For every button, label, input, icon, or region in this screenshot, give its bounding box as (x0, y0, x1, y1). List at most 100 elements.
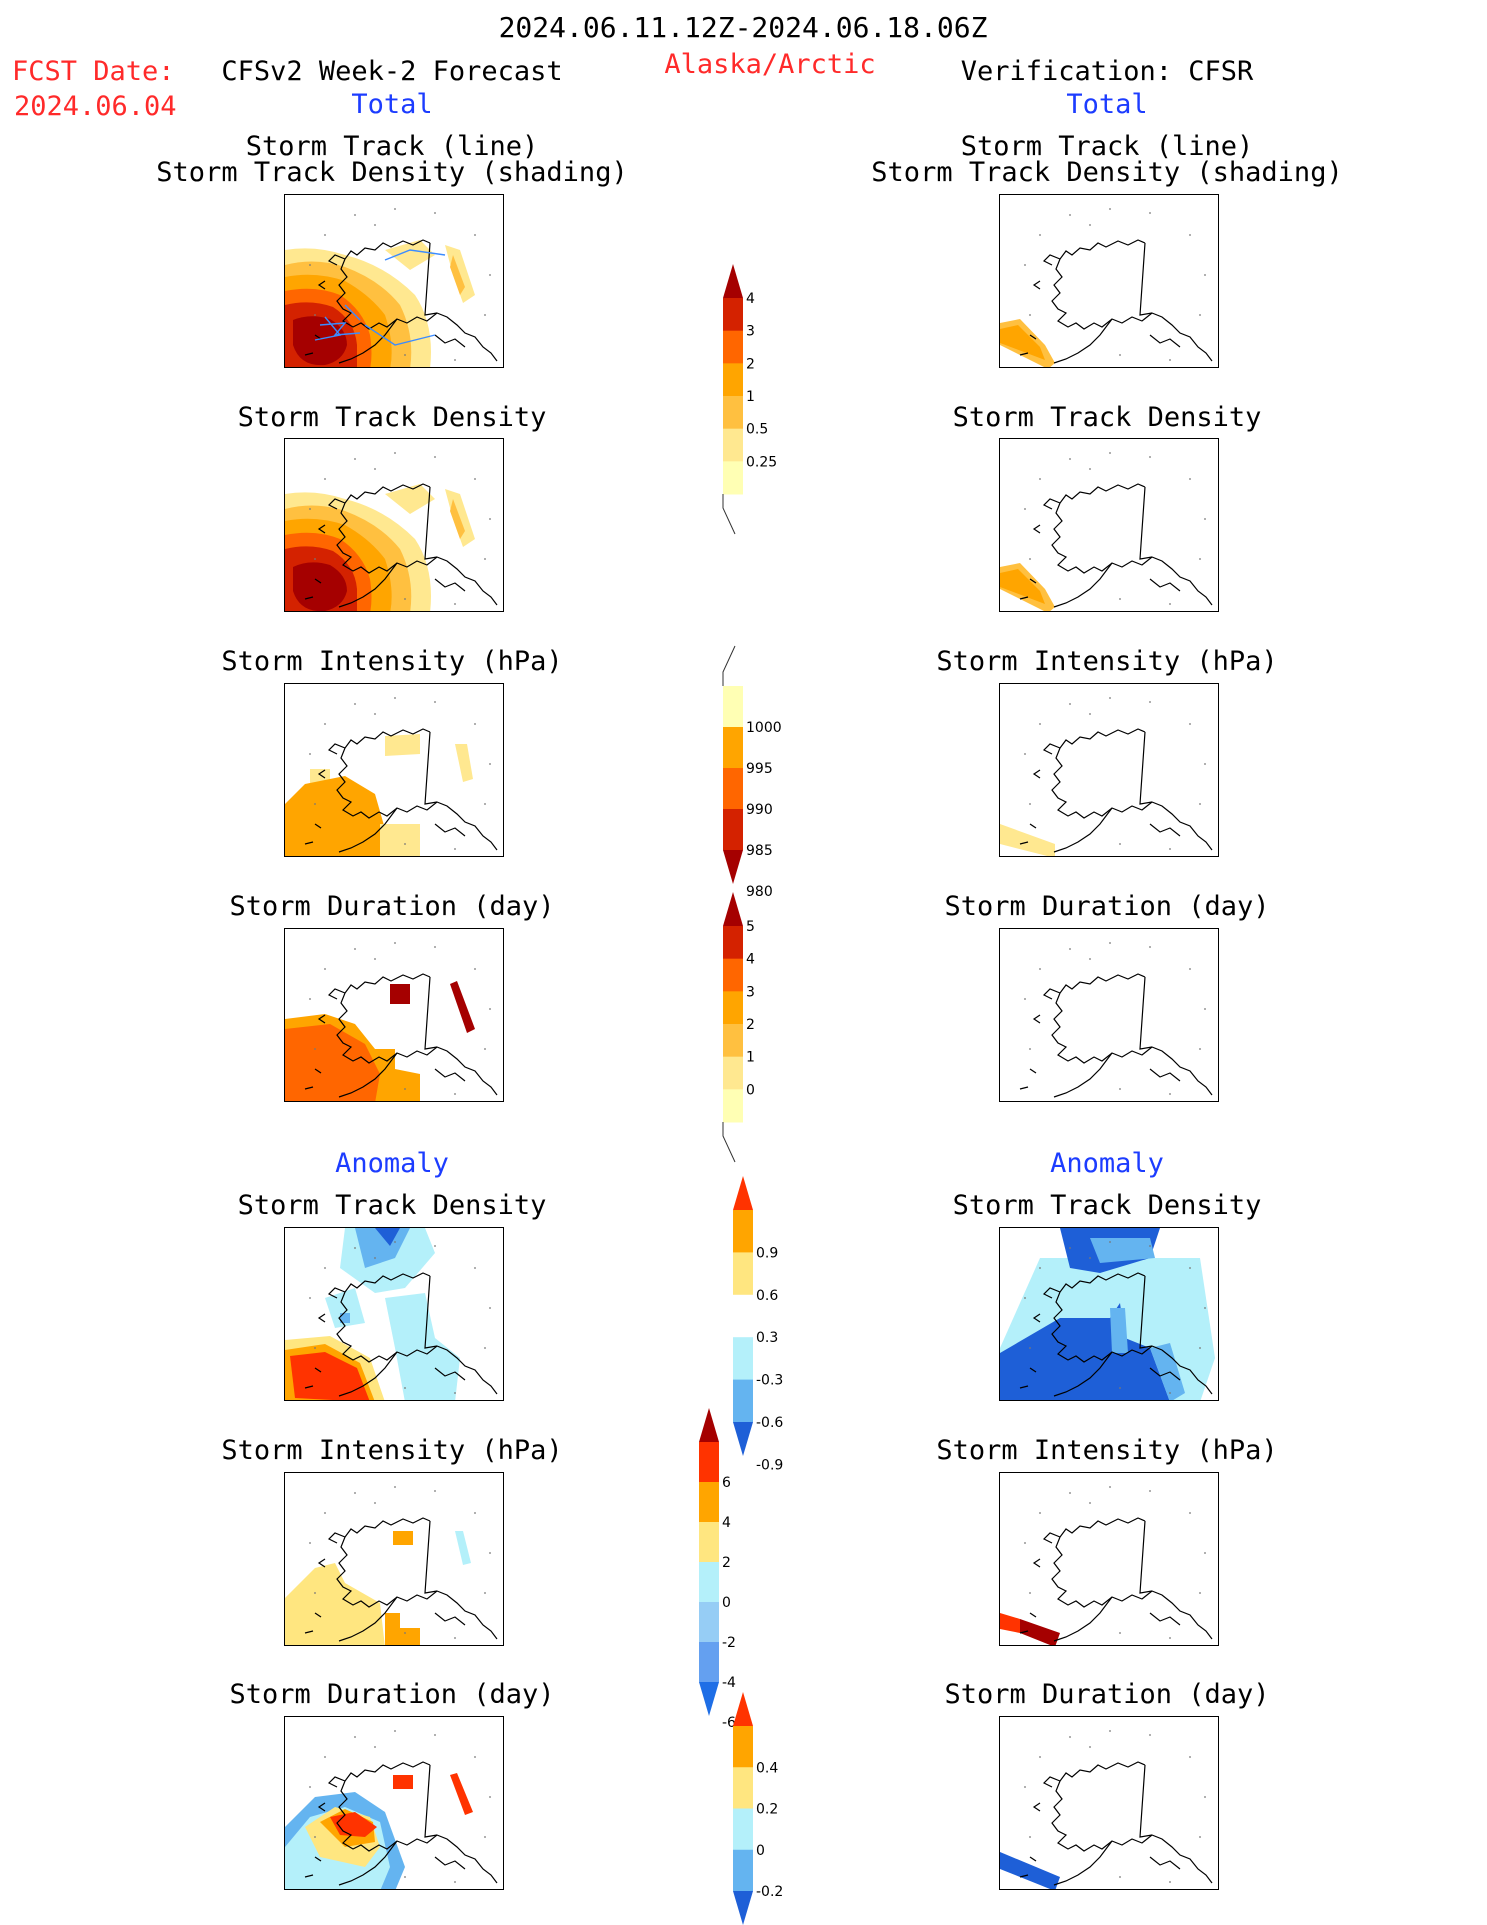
colorbar-arrow-top (723, 892, 743, 926)
colorbar-svg: 1000 995 990 985 980 (722, 645, 782, 900)
colorbar-tick-label: 0.9 (756, 1245, 778, 1261)
colorbar-swatch (723, 363, 743, 397)
right-anomaly-label: Anomaly (1050, 1148, 1164, 1179)
colorbar-svg: 4 3 2 1 0.5 0.25 (722, 264, 777, 535)
colorbar-tick-label: 0.2 (756, 1802, 778, 1818)
colorbar-tick-label: -0.6 (756, 1415, 783, 1431)
colorbar-arrow-top (723, 264, 743, 298)
colorbar-swatch (733, 1849, 753, 1892)
fcst-date-label: FCST Date: (12, 56, 175, 87)
map-right-duration (999, 928, 1219, 1102)
colorbar-swatch (723, 428, 743, 462)
row1-right-title-shading: Storm Track Density (shading) (871, 157, 1343, 188)
map-left-density (284, 438, 504, 612)
colorbar-tick-label: 1 (746, 1050, 755, 1066)
row5-right-title: Storm Track Density (952, 1190, 1262, 1221)
map-right-anomaly-density (999, 1227, 1219, 1401)
colorbar-tick-label: 1000 (746, 720, 782, 736)
map-left-anomaly-density (284, 1227, 504, 1401)
colorbar-swatch (723, 686, 743, 728)
map-left-intensity (284, 683, 504, 857)
colorbar-tick-label: -2 (722, 1635, 736, 1651)
left-anomaly-label: Anomaly (335, 1148, 449, 1179)
colorbar-intensity-anomaly: 6 4 2 0 -2 -4 -6 (699, 1408, 779, 1731)
colorbar-swatch (723, 298, 743, 332)
colorbar-svg: 0.9 0.6 0.3 -0.3 -0.6 -0.9 (733, 1176, 783, 1473)
colorbar-tick-label: 0.5 (746, 422, 768, 438)
colorbar-tick-label: 2 (722, 1555, 731, 1571)
colorbar-tick-label: 990 (746, 802, 773, 818)
row7-right-title: Storm Duration (day) (944, 1679, 1270, 1710)
colorbar-svg: 5 4 3 2 1 0 (722, 892, 755, 1163)
colorbar-tail (722, 494, 736, 535)
row4-right-title: Storm Duration (day) (944, 891, 1270, 922)
colorbar-swatch (733, 1808, 753, 1851)
colorbar-duration-total: 5 4 3 2 1 0 (722, 892, 803, 1163)
colorbar-swatch (733, 1294, 753, 1338)
row4-left-title: Storm Duration (day) (229, 891, 555, 922)
colorbar-tick-label: 2 (746, 1017, 755, 1033)
verification-title: Verification: CFSR (960, 56, 1254, 87)
colorbar-swatch (699, 1602, 719, 1643)
colorbar-tick-label: 5 (746, 919, 755, 935)
colorbar-tick-label: 4 (746, 291, 755, 307)
date-range-title: 2024.06.11.12Z-2024.06.18.06Z (498, 11, 988, 44)
colorbar-swatch (723, 1089, 743, 1123)
colorbar-swatch (699, 1562, 719, 1603)
colorbar-swatch (699, 1442, 719, 1483)
colorbar-density-total: 4 3 2 1 0.5 0.25 (722, 264, 803, 535)
row1-right-title-line: Storm Track (line) (960, 131, 1254, 162)
colorbar-tick-label: 0.25 (746, 454, 777, 470)
colorbar-swatch (723, 926, 743, 960)
colorbar-duration-anomaly: 0.40.20-0.2-0.4 (733, 1692, 813, 1925)
colorbar-arrow-bottom (733, 1891, 753, 1925)
colorbar-tick-label: -4 (722, 1675, 736, 1691)
colorbar-svg: 6 4 2 0 -2 -4 -6 (699, 1408, 736, 1731)
row1-left-title-shading: Storm Track Density (shading) (156, 157, 628, 188)
colorbar-swatch (733, 1767, 753, 1809)
colorbar-tick-label: 4 (746, 952, 755, 968)
colorbar-tick-label: -6 (722, 1715, 736, 1731)
colorbar-arrow-bottom (723, 850, 743, 884)
colorbar-tick-label: 3 (746, 984, 755, 1000)
colorbar-swatch (723, 727, 743, 769)
row3-left-title: Storm Intensity (hPa) (221, 646, 563, 677)
map-left-track-density (284, 194, 504, 368)
map-left-anomaly-intensity (284, 1472, 504, 1646)
colorbar-swatch (733, 1726, 753, 1768)
colorbar-swatch (699, 1642, 719, 1683)
colorbar-intensity-total: 1000 995 990 985 980 (722, 645, 803, 900)
left-total-label: Total (351, 89, 433, 120)
map-right-anomaly-duration (999, 1716, 1219, 1890)
colorbar-tick-label: 0 (722, 1595, 731, 1611)
colorbar-density-anomaly: 0.9 0.6 0.3 -0.3 -0.6 -0.9 (733, 1176, 813, 1473)
right-total-label: Total (1066, 89, 1148, 120)
row6-right-title: Storm Intensity (hPa) (936, 1435, 1278, 1466)
colorbar-tick-label: 0 (756, 1843, 765, 1859)
colorbar-arrow-top (733, 1176, 753, 1210)
colorbar-swatch (723, 958, 743, 992)
colorbar-tick-label: 3 (746, 324, 755, 340)
map-left-anomaly-duration (284, 1716, 504, 1890)
colorbar-tail (722, 645, 736, 686)
row3-right-title: Storm Intensity (hPa) (936, 646, 1278, 677)
colorbar-swatch (733, 1337, 753, 1381)
map-right-intensity (999, 683, 1219, 857)
colorbar-tick-label: 995 (746, 761, 773, 777)
row1-left-title-line: Storm Track (line) (245, 131, 539, 162)
colorbar-swatch (723, 396, 743, 430)
colorbar-svg: 0.40.20-0.2-0.4 (733, 1692, 783, 1925)
row7-left-title: Storm Duration (day) (229, 1679, 555, 1710)
colorbar-tick-label: 6 (722, 1475, 731, 1491)
row2-right-title: Storm Track Density (952, 402, 1262, 433)
colorbar-arrow-top (699, 1408, 719, 1442)
map-right-density (999, 438, 1219, 612)
colorbar-swatch (699, 1522, 719, 1563)
colorbar-tick-label: 1 (746, 389, 755, 405)
colorbar-swatch (733, 1379, 753, 1423)
map-right-anomaly-intensity (999, 1472, 1219, 1646)
colorbar-swatch (733, 1252, 753, 1296)
map-left-duration (284, 928, 504, 1102)
colorbar-swatch (699, 1482, 719, 1523)
fcst-date-value: 2024.06.04 (14, 91, 177, 122)
